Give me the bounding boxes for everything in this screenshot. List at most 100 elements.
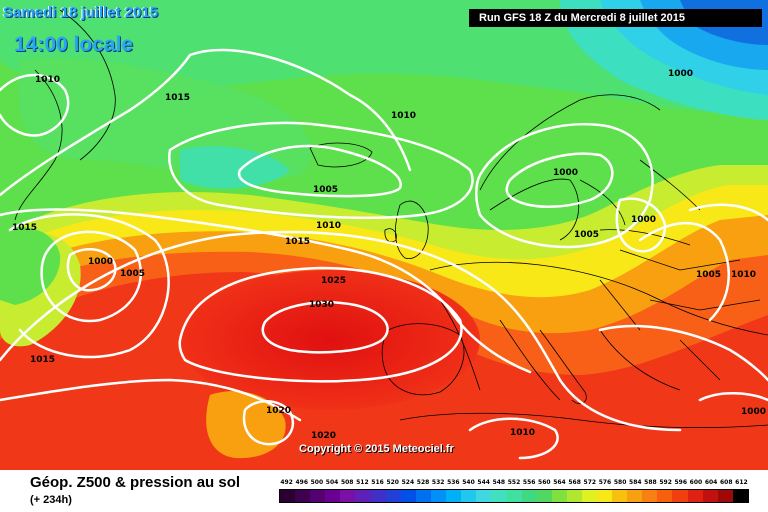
legend-swatch (340, 490, 356, 502)
legend-label: 580 (613, 479, 627, 486)
legend-label: 492 (280, 479, 293, 486)
isobar-label: 1005 (313, 185, 338, 195)
isobar-line-1010-mid (167, 121, 474, 220)
legend-label: 604 (704, 479, 718, 486)
isobar-line-1015-north (0, 48, 412, 197)
isobar-line-1005-west (40, 230, 143, 323)
coast-italy (539, 329, 587, 405)
coast-baltic (579, 159, 701, 246)
isobar-label: 1015 (285, 237, 310, 247)
legend-label: 608 (719, 479, 733, 486)
legend-label: 512 (356, 479, 369, 486)
legend-label: 572 (583, 479, 597, 486)
legend-swatch (581, 490, 597, 502)
isobar-label: 1000 (631, 215, 656, 225)
coastlines (14, 9, 768, 429)
coast-uk (384, 200, 429, 259)
legend-label: 536 (447, 479, 460, 486)
coast-iberia (381, 323, 465, 396)
legend-swatch (370, 490, 386, 502)
isobar-line-1000-east (615, 197, 667, 253)
borders-east (599, 249, 761, 381)
isobar-label: 1000 (553, 168, 578, 178)
isobar-line-1020-big (0, 230, 682, 432)
forecast-local-time: 14:00 locale (14, 33, 134, 56)
isobar-line-1000-scan (505, 152, 614, 208)
isobar-line-1015-south (0, 378, 302, 422)
legend-label: 532 (431, 479, 445, 486)
isobar-line-1010-east (688, 203, 768, 222)
legend-swatch (310, 490, 326, 502)
isobar-line-1010-nw (0, 73, 70, 137)
isobar-line-1025 (178, 266, 463, 383)
isobar-label: 1010 (731, 270, 756, 280)
legend-label: 520 (386, 479, 399, 486)
isobar-line-1005-scan (475, 123, 654, 249)
legend-swatch (596, 490, 613, 502)
legend-label: 568 (568, 479, 581, 486)
isobar-line-1010-west (8, 213, 170, 359)
legend-swatch (627, 490, 643, 502)
legend-swatch (385, 490, 401, 502)
legend-label: 548 (492, 479, 506, 486)
isobar-label: 1030 (309, 300, 334, 310)
model-run-info: Run GFS 18 Z du Mercredi 8 juillet 2015 (469, 9, 762, 27)
legend-label: 556 (522, 479, 536, 486)
legend-swatch (430, 490, 447, 502)
legend-swatch (325, 490, 341, 502)
isobar-label: 1010 (391, 111, 416, 121)
coast-scandinavia (479, 94, 661, 241)
legend-swatch (280, 490, 296, 502)
legend-label: 584 (629, 479, 642, 486)
legend-label: 560 (538, 479, 551, 486)
field-high-core (180, 270, 480, 410)
isobar-label: 1010 (510, 428, 535, 438)
isobar-label: 1005 (120, 269, 145, 279)
chart-parameter-title: Géop. Z500 & pression au sol (30, 474, 241, 491)
isobar-line-1005-east (638, 221, 730, 322)
legend-swatch (521, 490, 537, 502)
legend-swatch (461, 490, 477, 502)
legend-label: 612 (735, 479, 748, 486)
legend-label: 504 (325, 479, 339, 486)
coast-greenland (14, 9, 116, 221)
legend-swatch (687, 490, 703, 502)
legend-swatch (702, 490, 718, 502)
legend-label: 496 (295, 479, 308, 486)
legend-label: 544 (477, 479, 490, 486)
legend-swatch (642, 490, 658, 502)
legend-swatch (551, 490, 567, 502)
legend-label: 576 (598, 479, 612, 486)
isobar-label: 1020 (266, 406, 291, 416)
coast-africa (399, 412, 768, 429)
legend-label: 592 (659, 479, 672, 486)
legend-swatch (566, 490, 582, 502)
legend-label: 600 (689, 479, 703, 486)
field-aqua-patch (180, 146, 290, 189)
isobar-line-1015-se (598, 324, 768, 382)
legend-swatch (536, 490, 552, 502)
legend-swatch (491, 490, 507, 502)
isobar-label: 1010 (35, 75, 60, 85)
legend-swatch (612, 490, 628, 502)
isobar-label: 1025 (321, 276, 346, 286)
isobar-label: 1000 (741, 407, 766, 417)
legend-label: 588 (644, 479, 657, 486)
forecast-date: Samedi 18 juillet 2015 (3, 4, 159, 21)
isobar-labels: 1010 1015 1010 1000 1005 1000 1000 1005 … (12, 69, 766, 441)
legend-swatch (476, 490, 492, 502)
isobar-label: 1020 (311, 431, 336, 441)
legend-label: 524 (401, 479, 415, 486)
isobar-line-1030 (261, 301, 389, 354)
isobar-label: 1000 (668, 69, 693, 79)
field-blob-west-green (0, 227, 61, 305)
legend-label: 508 (340, 479, 354, 486)
legend-swatch (672, 490, 688, 502)
legend-label: 540 (462, 479, 475, 486)
isobar-line-1010-south (468, 417, 559, 460)
coast-iceland (309, 142, 373, 168)
isobar-label: 1015 (165, 93, 190, 103)
legend-swatch (295, 490, 311, 502)
field-sw-orange (206, 391, 286, 459)
